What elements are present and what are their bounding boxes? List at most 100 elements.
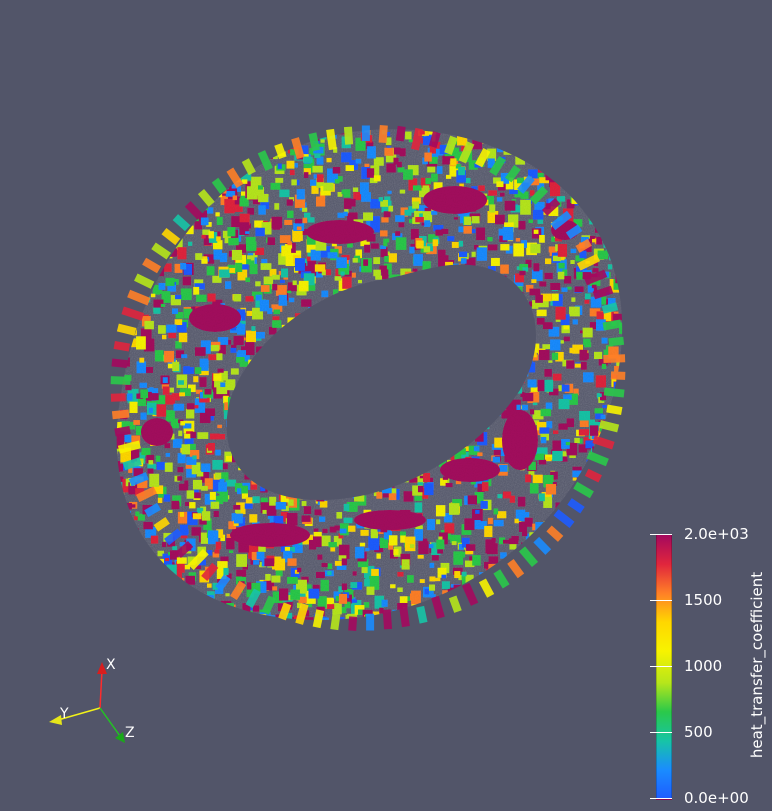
mesh-cell — [205, 594, 214, 603]
mesh-cell — [153, 151, 164, 158]
mesh-cell — [583, 576, 589, 583]
mesh-cell — [378, 475, 389, 486]
x-axis-label: X — [106, 657, 116, 673]
mesh-cell — [543, 496, 553, 508]
mesh-cell — [432, 455, 439, 459]
mesh-cell — [493, 508, 499, 515]
mesh-cell — [154, 580, 164, 586]
mesh-cell — [363, 401, 375, 412]
mesh-cell — [595, 550, 605, 557]
mesh-cell — [393, 331, 403, 343]
mesh-cell — [392, 343, 404, 351]
mesh-cell — [366, 586, 375, 595]
mesh-cell — [398, 222, 405, 228]
mesh-cell — [404, 209, 412, 216]
mesh-cell — [192, 513, 202, 520]
mesh-cell — [419, 280, 425, 287]
mesh-cell — [432, 239, 439, 247]
mesh-cell — [384, 446, 392, 455]
mesh-cell — [439, 344, 449, 352]
mesh-cell — [272, 388, 282, 398]
mesh-cell — [548, 360, 553, 363]
mesh-cell — [566, 568, 576, 575]
mesh-cell — [143, 521, 153, 530]
mesh-cell — [428, 431, 434, 435]
mesh-cell — [605, 488, 615, 497]
mesh-hotspot — [502, 410, 538, 470]
mesh-cell — [158, 283, 166, 290]
mesh-cell — [379, 623, 384, 628]
mesh-cell — [246, 129, 257, 135]
mesh-cell — [515, 273, 525, 283]
scalar-colorbar: 2.0e+03 1500 1000 500 0.0e+00 — [640, 525, 772, 807]
mesh-cell — [120, 511, 132, 521]
mesh-cell — [371, 568, 379, 577]
mesh-cell — [215, 145, 225, 157]
torus-fin — [117, 440, 141, 454]
mesh-cell — [280, 443, 292, 454]
mesh-cell — [116, 266, 125, 275]
mesh-cell — [185, 501, 191, 507]
mesh-cell — [328, 542, 337, 548]
mesh-cell — [135, 488, 145, 497]
mesh-cell — [492, 456, 501, 463]
mesh-cell — [518, 521, 528, 533]
mesh-cell — [412, 201, 420, 209]
mesh-cell — [388, 542, 394, 550]
mesh-cell — [206, 601, 214, 608]
mesh-cell — [479, 572, 486, 580]
mesh-cell — [294, 313, 301, 319]
mesh-cell — [263, 580, 275, 591]
mesh-cell — [421, 373, 429, 380]
mesh-cell — [415, 274, 423, 284]
mesh-cell — [567, 148, 578, 155]
mesh-cell — [299, 402, 311, 410]
mesh-cell — [595, 413, 604, 420]
mesh-cell — [319, 500, 328, 508]
mesh-cell — [116, 182, 121, 188]
mesh-cell — [376, 308, 384, 313]
mesh-cell — [223, 395, 229, 404]
torus-fin — [553, 509, 575, 529]
mesh-cell — [625, 573, 635, 580]
mesh-cell — [351, 272, 356, 278]
mesh-cell — [532, 410, 544, 420]
mesh-cell — [167, 387, 174, 393]
mesh-cell — [417, 554, 424, 559]
mesh-cell — [544, 165, 550, 173]
mesh-cell — [491, 394, 498, 399]
mesh-cell — [566, 418, 575, 428]
mesh-cell — [421, 222, 427, 226]
mesh-cell — [143, 338, 155, 352]
mesh-cell — [334, 525, 342, 531]
mesh-cell — [410, 297, 418, 305]
mesh-cell — [623, 349, 628, 355]
mesh-cell — [467, 495, 477, 505]
mesh-cell — [384, 448, 394, 459]
mesh-cell — [183, 263, 193, 275]
mesh-cell — [616, 526, 623, 535]
mesh-cell — [208, 136, 216, 143]
mesh-cell — [428, 584, 436, 591]
mesh-cell — [570, 248, 577, 254]
mesh-cell — [488, 556, 499, 564]
mesh-cell — [237, 309, 246, 321]
mesh-cell — [354, 346, 366, 362]
mesh-cell — [516, 404, 521, 410]
mesh-cell — [552, 373, 562, 381]
mesh-cell — [448, 394, 457, 405]
mesh-cell — [378, 319, 385, 326]
mesh-cell — [527, 169, 538, 181]
mesh-cell — [237, 131, 243, 137]
mesh-cell — [574, 286, 584, 293]
mesh-cell — [470, 228, 476, 234]
mesh-cell — [281, 268, 289, 278]
mesh-cell — [424, 322, 436, 329]
mesh-cell — [374, 294, 386, 309]
mesh-cell — [469, 324, 479, 332]
mesh-cell — [619, 625, 626, 633]
mesh-cell — [580, 361, 587, 370]
mesh-cell — [206, 140, 218, 155]
